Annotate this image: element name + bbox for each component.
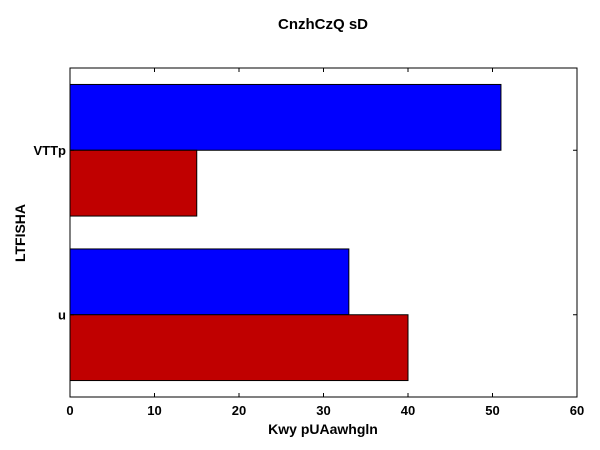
- y-tick-label: VTTp: [34, 143, 67, 158]
- bar-u-series-1: [69, 248, 350, 316]
- plot-frame: [69, 67, 578, 398]
- ticks-group: VTTp u 0 10 20 30 40 50 60: [34, 68, 584, 418]
- x-tick-label: 50: [485, 403, 499, 418]
- x-axis-label: Kwy pUAawhgln: [268, 421, 378, 437]
- x-tick-label: 0: [66, 403, 73, 418]
- chart-title: CnzhCzQ sD: [278, 16, 368, 33]
- bars-group: [69, 83, 502, 382]
- x-tick-label: 10: [147, 403, 161, 418]
- bar-VTTp-series-1: [69, 83, 502, 151]
- bar-u-series-2: [69, 314, 409, 382]
- x-tick-label: 20: [232, 403, 246, 418]
- x-tick-label: 30: [316, 403, 330, 418]
- x-tick-label: 40: [401, 403, 415, 418]
- y-axis-label: LTFISHA: [12, 204, 28, 262]
- bar-VTTp-series-2: [69, 149, 198, 217]
- y-tick-label: u: [58, 307, 66, 322]
- x-tick-label: 60: [570, 403, 584, 418]
